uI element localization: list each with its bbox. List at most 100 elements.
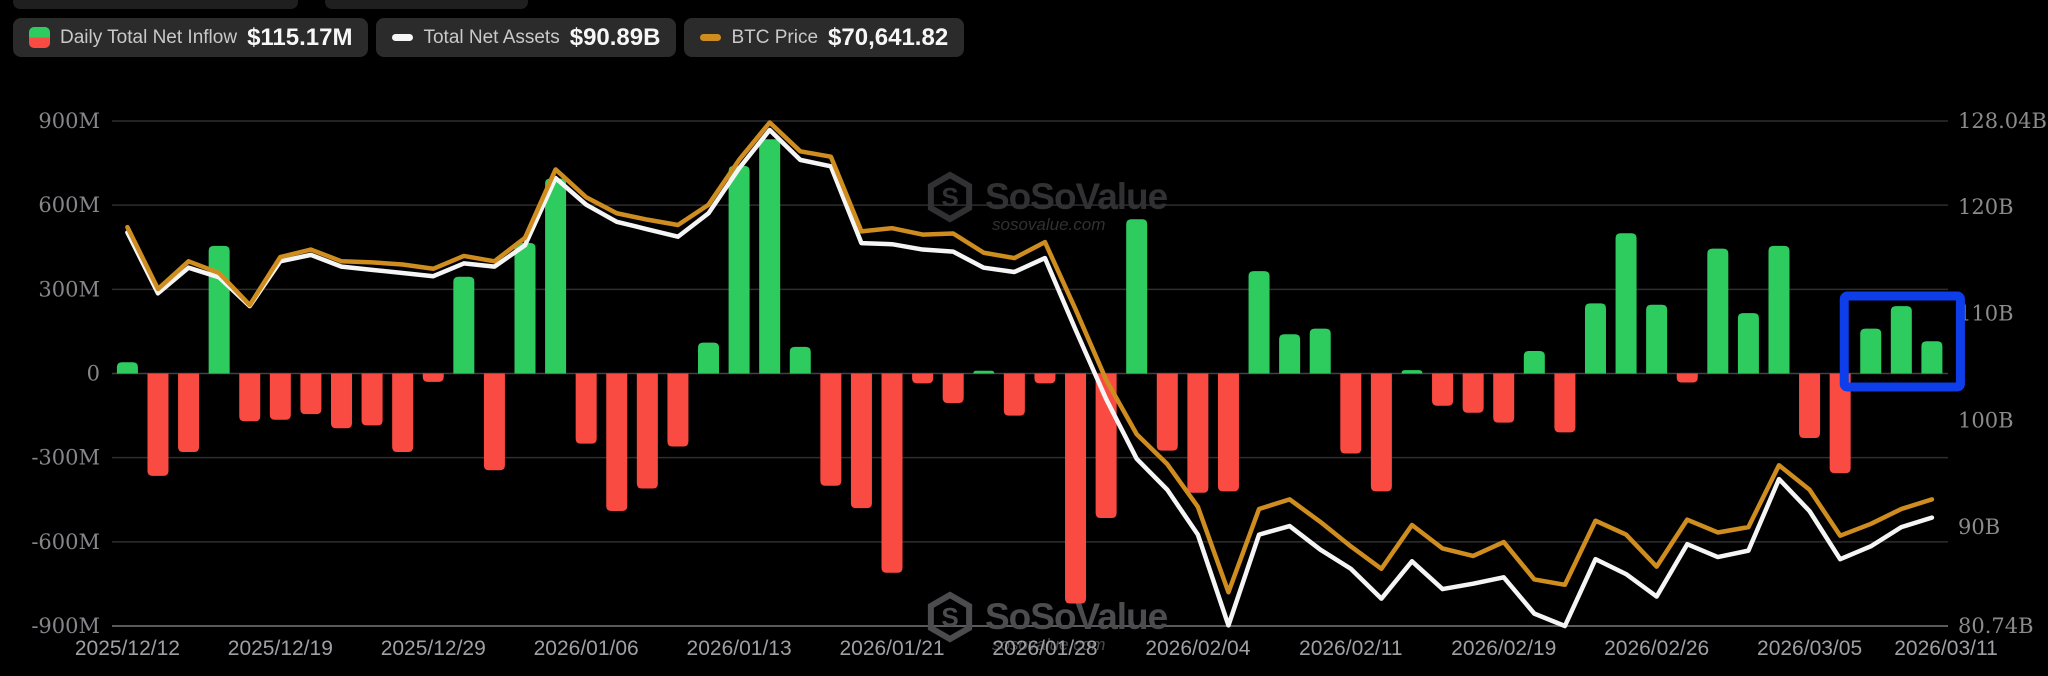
daily-net-inflow-bar[interactable] bbox=[300, 373, 322, 415]
daily-net-inflow-bar[interactable] bbox=[1829, 373, 1851, 474]
left-axis-tick-label: 900M bbox=[38, 109, 100, 133]
right-axis-tick-label: 128.04B bbox=[1958, 109, 2047, 133]
chart-legend: Daily Total Net Inflow $115.17M Total Ne… bbox=[13, 18, 965, 57]
right-axis-tick-label: 90B bbox=[1958, 515, 2000, 539]
daily-net-inflow-bar[interactable] bbox=[116, 362, 138, 374]
right-axis-tick-label: 120B bbox=[1958, 195, 2014, 219]
right-axis-tick-label: 100B bbox=[1958, 408, 2014, 432]
daily-net-inflow-bar[interactable] bbox=[1799, 373, 1821, 439]
svg-text:S: S bbox=[941, 182, 958, 212]
total-net-assets-line[interactable] bbox=[125, 127, 1935, 629]
top-cropped-panel-left[interactable] bbox=[13, 0, 298, 9]
sosovalue-cube-icon bbox=[927, 591, 973, 643]
daily-net-inflow-bar[interactable] bbox=[850, 373, 872, 509]
daily-net-inflow-bar[interactable] bbox=[606, 373, 628, 511]
x-axis-date-label: 2025/12/12 bbox=[75, 637, 180, 660]
right-axis-tick-label: 80.74B bbox=[1958, 614, 2034, 638]
x-axis-date-label: 2026/02/11 bbox=[1299, 637, 1403, 660]
daily-net-inflow-bar[interactable] bbox=[973, 370, 995, 374]
top-cropped-panel-right[interactable] bbox=[325, 0, 528, 9]
legend-item-total-net-assets[interactable]: Total Net Assets $90.89B bbox=[376, 18, 677, 57]
assets-dash-icon bbox=[392, 34, 414, 41]
daily-net-inflow-bar[interactable] bbox=[881, 373, 903, 573]
daily-net-inflow-bar[interactable] bbox=[636, 373, 658, 489]
daily-net-inflow-bar[interactable] bbox=[1523, 351, 1545, 374]
sosovalue-cube-icon bbox=[927, 171, 973, 223]
daily-net-inflow-bar[interactable] bbox=[1248, 271, 1270, 374]
daily-net-inflow-bar[interactable] bbox=[361, 373, 383, 426]
daily-net-inflow-bar[interactable] bbox=[178, 373, 200, 453]
legend-label: Daily Total Net Inflow bbox=[60, 27, 238, 48]
daily-net-inflow-bar[interactable] bbox=[208, 245, 230, 374]
daily-net-inflow-bar[interactable] bbox=[1432, 373, 1454, 406]
daily-net-inflow-bar[interactable] bbox=[545, 178, 567, 374]
daily-net-inflow-bar[interactable] bbox=[1707, 248, 1729, 374]
daily-net-inflow-bar[interactable] bbox=[575, 373, 597, 444]
daily-net-inflow-bar[interactable] bbox=[392, 373, 414, 453]
daily-net-inflow-bar[interactable] bbox=[1034, 373, 1056, 384]
left-axis-tick-label: 600M bbox=[38, 193, 100, 217]
daily-net-inflow-bar[interactable] bbox=[147, 373, 169, 476]
legend-item-daily-total-net-inflow[interactable]: Daily Total Net Inflow $115.17M bbox=[13, 18, 369, 57]
daily-net-inflow-bar[interactable] bbox=[667, 373, 689, 447]
left-axis-tick-label: 300M bbox=[38, 277, 100, 301]
daily-net-inflow-bar[interactable] bbox=[942, 373, 964, 403]
daily-net-inflow-bar[interactable] bbox=[1584, 303, 1606, 374]
x-axis-date-label: 2026/03/05 bbox=[1757, 637, 1862, 660]
daily-net-inflow-bar[interactable] bbox=[514, 243, 536, 374]
daily-net-inflow-bar[interactable] bbox=[453, 276, 475, 374]
left-axis-tick-label: -300M bbox=[31, 446, 100, 470]
sosovalue-watermark-text: sosovalue.com bbox=[992, 635, 1105, 654]
legend-item-btc-price[interactable]: BTC Price $70,641.82 bbox=[684, 18, 965, 57]
daily-net-inflow-bar[interactable] bbox=[1279, 334, 1301, 374]
daily-net-inflow-bar[interactable] bbox=[1737, 313, 1759, 374]
btc-dash-icon bbox=[700, 34, 722, 41]
daily-net-inflow-bar[interactable] bbox=[1217, 373, 1239, 492]
daily-net-inflow-bar[interactable] bbox=[759, 139, 781, 374]
daily-net-inflow-bar[interactable] bbox=[789, 346, 811, 374]
daily-net-inflow-bar[interactable] bbox=[912, 373, 934, 384]
daily-net-inflow-bar[interactable] bbox=[1554, 373, 1576, 433]
daily-net-inflow-bar[interactable] bbox=[483, 373, 505, 471]
daily-net-inflow-bar[interactable] bbox=[1401, 370, 1423, 374]
btc-price-line[interactable] bbox=[125, 120, 1935, 595]
daily-net-inflow-bar[interactable] bbox=[1462, 373, 1484, 413]
x-axis-date-label: 2026/01/28 bbox=[992, 637, 1097, 660]
daily-net-inflow-bar[interactable] bbox=[820, 373, 842, 486]
daily-net-inflow-bar[interactable] bbox=[1309, 328, 1331, 374]
daily-net-inflow-bar[interactable] bbox=[1065, 373, 1087, 604]
daily-net-inflow-bar[interactable] bbox=[1921, 341, 1943, 374]
daily-net-inflow-bar[interactable] bbox=[239, 373, 261, 422]
inflow-split-square-icon bbox=[29, 27, 50, 48]
daily-net-inflow-bar[interactable] bbox=[1126, 219, 1148, 374]
x-axis-date-label: 2025/12/29 bbox=[381, 637, 486, 660]
daily-net-inflow-bar[interactable] bbox=[1890, 306, 1912, 374]
daily-net-inflow-bar[interactable] bbox=[1615, 233, 1637, 374]
daily-net-inflow-bar[interactable] bbox=[1187, 373, 1209, 493]
legend-value: $90.89B bbox=[569, 23, 661, 51]
daily-net-inflow-bar[interactable] bbox=[1370, 373, 1392, 492]
x-axis-date-label: 2026/02/19 bbox=[1451, 637, 1556, 660]
daily-net-inflow-bar[interactable] bbox=[1768, 245, 1790, 374]
daily-net-inflow-bar[interactable] bbox=[1493, 373, 1515, 423]
left-axis-tick-label: 0 bbox=[87, 362, 100, 386]
legend-label: BTC Price bbox=[731, 27, 819, 48]
daily-net-inflow-bar[interactable] bbox=[1676, 373, 1698, 383]
x-axis-date-label: 2026/01/13 bbox=[687, 637, 792, 660]
daily-net-inflow-bar[interactable] bbox=[269, 373, 291, 420]
daily-net-inflow-bar[interactable] bbox=[422, 373, 444, 382]
daily-net-inflow-bar[interactable] bbox=[698, 342, 720, 374]
x-axis-date-label: 2025/12/19 bbox=[228, 637, 333, 660]
daily-net-inflow-bar[interactable] bbox=[330, 373, 352, 429]
daily-net-inflow-bar[interactable] bbox=[1646, 304, 1668, 374]
daily-net-inflow-bar[interactable] bbox=[1860, 328, 1882, 374]
left-axis-tick-label: -900M bbox=[31, 614, 100, 638]
daily-net-inflow-bar[interactable] bbox=[1340, 373, 1362, 454]
sosovalue-watermark-text: sosovalue.com bbox=[992, 215, 1105, 234]
daily-net-inflow-bar[interactable] bbox=[1003, 373, 1025, 416]
daily-net-inflow-bar[interactable] bbox=[728, 165, 750, 374]
daily-net-inflow-bar[interactable] bbox=[1156, 373, 1178, 451]
